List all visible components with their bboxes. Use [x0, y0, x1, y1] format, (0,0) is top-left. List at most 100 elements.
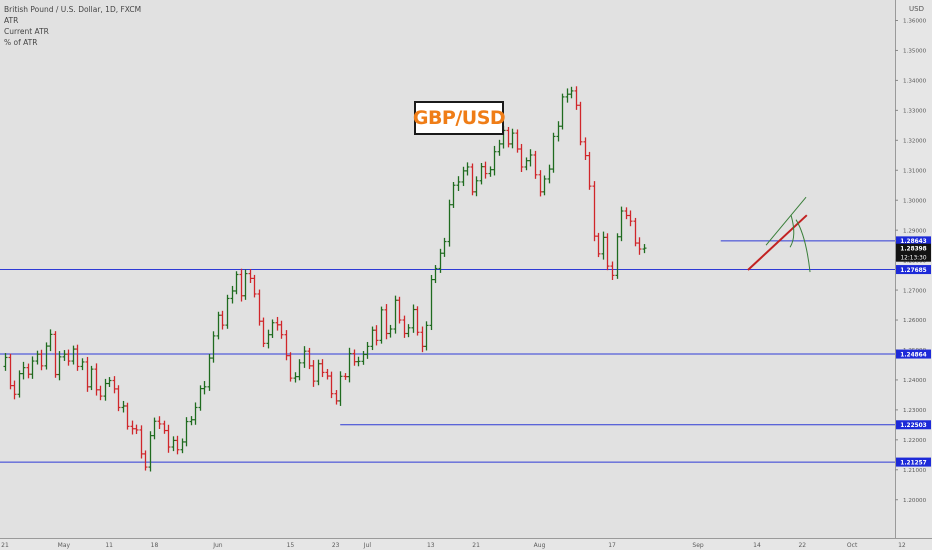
- ohlc-bar[interactable]: [438, 248, 443, 273]
- ohlc-bar[interactable]: [270, 319, 275, 338]
- ohlc-bar[interactable]: [388, 324, 393, 338]
- ohlc-bar[interactable]: [551, 132, 556, 173]
- price-level-tag[interactable]: [896, 236, 931, 246]
- ohlc-bar[interactable]: [125, 402, 130, 430]
- indicator-atr[interactable]: ATR: [4, 16, 19, 25]
- ohlc-bar[interactable]: [193, 402, 198, 425]
- ohlc-bar[interactable]: [189, 416, 194, 426]
- ohlc-bar[interactable]: [184, 417, 189, 447]
- ohlc-bar[interactable]: [139, 425, 144, 459]
- ohlc-bar[interactable]: [510, 128, 515, 149]
- ohlc-bar[interactable]: [175, 435, 180, 455]
- ohlc-bar[interactable]: [66, 349, 71, 366]
- ohlc-bar[interactable]: [216, 311, 221, 340]
- ohlc-bar[interactable]: [134, 424, 139, 435]
- ohlc-bar[interactable]: [556, 121, 561, 142]
- ohlc-bar[interactable]: [239, 268, 244, 302]
- ohlc-bar[interactable]: [637, 237, 642, 255]
- ohlc-bar[interactable]: [162, 420, 167, 434]
- ohlc-bar[interactable]: [605, 233, 610, 271]
- ohlc-bar[interactable]: [166, 424, 171, 453]
- ohlc-bar[interactable]: [112, 376, 117, 394]
- ohlc-bar[interactable]: [85, 356, 90, 392]
- ohlc-bar[interactable]: [180, 438, 185, 454]
- ohlc-bar[interactable]: [365, 341, 370, 359]
- ohlc-bar[interactable]: [384, 304, 389, 340]
- ohlc-bar[interactable]: [519, 143, 524, 173]
- ohlc-bar[interactable]: [374, 325, 379, 346]
- ohlc-bar[interactable]: [80, 358, 85, 371]
- ohlc-bar[interactable]: [497, 139, 502, 156]
- ohlc-bar[interactable]: [248, 268, 253, 284]
- ohlc-bar[interactable]: [601, 231, 606, 260]
- ohlc-bar[interactable]: [587, 151, 592, 190]
- ohlc-bar[interactable]: [130, 420, 135, 435]
- ohlc-bar[interactable]: [352, 349, 357, 366]
- ohlc-bar[interactable]: [633, 217, 638, 247]
- ohlc-bar[interactable]: [57, 351, 62, 381]
- ohlc-bar[interactable]: [624, 207, 629, 220]
- ohlc-bar[interactable]: [538, 170, 543, 197]
- ohlc-bar[interactable]: [261, 317, 266, 348]
- ohlc-bar[interactable]: [89, 365, 94, 391]
- ohlc-bar[interactable]: [211, 331, 216, 363]
- projection-wave-2[interactable]: [795, 219, 811, 273]
- ohlc-bar[interactable]: [98, 385, 103, 401]
- projection-wave-1[interactable]: [789, 215, 795, 248]
- ohlc-bar[interactable]: [275, 316, 280, 331]
- ohlc-bar[interactable]: [12, 380, 17, 400]
- ohlc-bar[interactable]: [94, 363, 99, 396]
- ohlc-bar[interactable]: [202, 381, 207, 395]
- ohlc-bar[interactable]: [148, 431, 153, 472]
- ohlc-bar[interactable]: [39, 349, 44, 371]
- ohlc-bar[interactable]: [297, 359, 302, 381]
- ohlc-bar[interactable]: [596, 232, 601, 258]
- ohlc-bar[interactable]: [415, 306, 420, 336]
- ohlc-bar[interactable]: [429, 274, 434, 331]
- ohlc-bar[interactable]: [456, 176, 461, 192]
- ohlc-bar[interactable]: [569, 86, 574, 99]
- ohlc-bar[interactable]: [402, 315, 407, 338]
- ohlc-bar[interactable]: [420, 326, 425, 353]
- ohlc-bar[interactable]: [116, 385, 121, 412]
- gbpusd-annotation-box[interactable]: GBP/USD: [413, 101, 506, 135]
- ohlc-bar[interactable]: [230, 285, 235, 304]
- ohlc-bar[interactable]: [53, 331, 58, 378]
- ohlc-bar[interactable]: [565, 88, 570, 103]
- ohlc-bar[interactable]: [397, 296, 402, 324]
- ohlc-bar[interactable]: [75, 344, 80, 371]
- ohlc-bar[interactable]: [225, 294, 230, 329]
- ohlc-bar[interactable]: [121, 400, 126, 413]
- ohlc-bar[interactable]: [406, 324, 411, 338]
- ohlc-bar[interactable]: [198, 385, 203, 411]
- ohlc-bar[interactable]: [524, 157, 529, 171]
- ohlc-bar[interactable]: [157, 416, 162, 429]
- ohlc-bar[interactable]: [424, 321, 429, 351]
- price-level-tag[interactable]: [896, 265, 931, 275]
- ohlc-bar[interactable]: [547, 164, 552, 184]
- ohlc-bar[interactable]: [488, 166, 493, 177]
- ohlc-bar[interactable]: [465, 162, 470, 176]
- ohlc-bar[interactable]: [338, 371, 343, 406]
- ohlc-bar[interactable]: [619, 206, 624, 242]
- ohlc-bar[interactable]: [302, 346, 307, 368]
- time-axis-panel[interactable]: [0, 538, 932, 550]
- ohlc-bar[interactable]: [35, 350, 40, 365]
- ohlc-bar[interactable]: [8, 353, 13, 390]
- ohlc-bar[interactable]: [628, 210, 633, 227]
- ohlc-bar[interactable]: [470, 163, 475, 196]
- ohlc-bar[interactable]: [578, 101, 583, 146]
- ohlc-bar[interactable]: [107, 377, 112, 387]
- ohlc-bar[interactable]: [334, 390, 339, 405]
- ohlc-bar[interactable]: [21, 361, 26, 380]
- ohlc-bar[interactable]: [30, 356, 35, 379]
- ohlc-bar[interactable]: [592, 181, 597, 242]
- ohlc-bar[interactable]: [347, 347, 352, 383]
- ohlc-bar[interactable]: [316, 359, 321, 386]
- ohlc-bar[interactable]: [583, 137, 588, 160]
- ohlc-bar[interactable]: [356, 356, 361, 367]
- ohlc-bar[interactable]: [483, 161, 488, 179]
- ohlc-bar[interactable]: [560, 93, 565, 130]
